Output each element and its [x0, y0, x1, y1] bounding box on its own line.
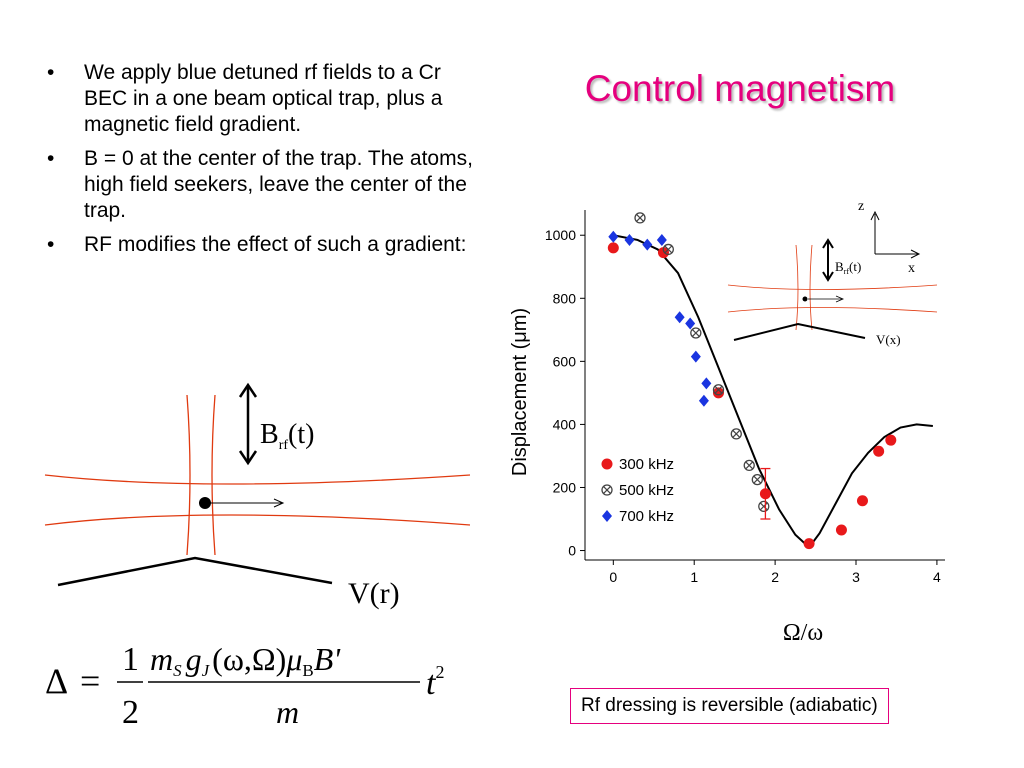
- y-tick-label: 200: [553, 479, 577, 495]
- data-point: [730, 428, 742, 440]
- y-tick-label: 0: [568, 543, 576, 559]
- inset-z-label: z: [858, 199, 864, 214]
- bullet-icon: •: [47, 233, 55, 256]
- inset-potential-label: V(x): [876, 332, 901, 347]
- potential-label: V(r): [348, 577, 400, 610]
- data-point: [624, 233, 635, 246]
- inset-brf-label: Brf(t): [835, 259, 861, 276]
- data-point: [758, 500, 770, 513]
- y-tick-label: 800: [553, 290, 577, 306]
- legend-label: 500 kHz: [619, 482, 674, 499]
- bullet-icon: •: [47, 61, 55, 84]
- reversibility-note: Rf dressing is reversible (adiabatic): [570, 688, 889, 724]
- vertical-beam-left-edge: [186, 394, 191, 556]
- delta-formula: Δ = 1 2 mS gJ(ω,Ω)μBB' m t2: [45, 641, 444, 731]
- data-point: [690, 327, 702, 339]
- formula-equals: =: [80, 661, 100, 701]
- y-tick-label: 1000: [545, 227, 576, 243]
- data-point: [601, 458, 613, 470]
- vertical-beam-right-edge: [211, 394, 216, 556]
- formula-t: t2: [426, 662, 444, 702]
- theory-curve: [613, 234, 933, 549]
- data-point: [674, 311, 685, 324]
- formula-lhs: Δ: [45, 661, 68, 701]
- legend-label: 300 kHz: [619, 456, 674, 473]
- data-point: [803, 538, 815, 550]
- inset-schematic: z x Brf(t) V(x): [727, 199, 938, 347]
- data-points: [607, 212, 897, 550]
- series-line: [613, 234, 933, 549]
- data-point: [712, 387, 724, 399]
- x-tick-label: 0: [609, 569, 617, 585]
- x-tick-label: 3: [852, 569, 860, 585]
- inset-x-label: x: [908, 261, 915, 276]
- error-bar: [760, 467, 771, 520]
- data-point: [873, 445, 885, 457]
- data-point: [712, 384, 725, 396]
- bullet-text: We apply blue detuned rf fields to a Cr …: [84, 61, 443, 136]
- chart-axes: 0 200 400 600 800 1000 0 1 2 3 4: [545, 210, 945, 585]
- potential-curve: [57, 556, 333, 587]
- data-point: [601, 484, 613, 496]
- data-point: [607, 242, 619, 254]
- data-point: [690, 350, 701, 363]
- bullet-text: B = 0 at the center of the trap. The ato…: [84, 147, 473, 222]
- data-point: [701, 377, 712, 390]
- beam-top-edge: [44, 474, 471, 485]
- data-point: [602, 510, 612, 522]
- x-tick-label: 2: [771, 569, 779, 585]
- data-point: [835, 524, 847, 536]
- x-axis-label: Ω/ω: [783, 620, 823, 640]
- legend-label: 700 kHz: [619, 508, 674, 525]
- bullet-item: • RF modifies the effect of such a gradie…: [44, 232, 484, 258]
- data-point: [856, 495, 868, 507]
- data-point: [743, 459, 755, 472]
- slide-title: Control magnetism: [584, 68, 896, 109]
- y-tick-label: 400: [553, 416, 577, 432]
- bullet-item: • B = 0 at the center of the trap. The at…: [44, 146, 484, 224]
- x-tick-label: 1: [690, 569, 698, 585]
- brf-label: Brf(t): [260, 419, 314, 453]
- atom-dot: [199, 497, 211, 509]
- bullet-text: RF modifies the effect of such a gradien…: [84, 233, 467, 256]
- data-point: [657, 247, 669, 259]
- y-axis-label: Displacement (μm): [509, 308, 531, 476]
- bullet-icon: •: [47, 147, 55, 170]
- data-point: [642, 238, 653, 251]
- data-point: [751, 473, 763, 486]
- trap-diagram: Brf(t) V(r): [44, 382, 471, 610]
- fraction-denominator: 2: [122, 694, 139, 731]
- y-tick-label: 600: [553, 353, 577, 369]
- chart-legend: 300 kHz 500 kHz 700 kHz: [601, 456, 674, 525]
- fraction-numerator: 1: [122, 641, 139, 678]
- data-point: [685, 317, 696, 330]
- data-point: [698, 394, 709, 407]
- x-tick-label: 4: [933, 569, 941, 585]
- data-point: [634, 212, 646, 224]
- displacement-chart: 0 200 400 600 800 1000 0 1 2 3 4 Displacement (μm)…: [509, 199, 945, 640]
- beam-bottom-edge: [44, 514, 471, 526]
- formula-denominator: m: [276, 694, 299, 730]
- data-point: [656, 233, 667, 246]
- bullet-item: • We apply blue detuned rf fields to a Cr…: [44, 60, 484, 138]
- bullet-list: • We apply blue detuned rf fields to a Cr…: [44, 60, 484, 266]
- data-point: [885, 434, 897, 446]
- formula-numerator: mS gJ(ω,Ω)μBB': [150, 641, 341, 680]
- data-point: [662, 243, 674, 256]
- data-point: [608, 230, 619, 243]
